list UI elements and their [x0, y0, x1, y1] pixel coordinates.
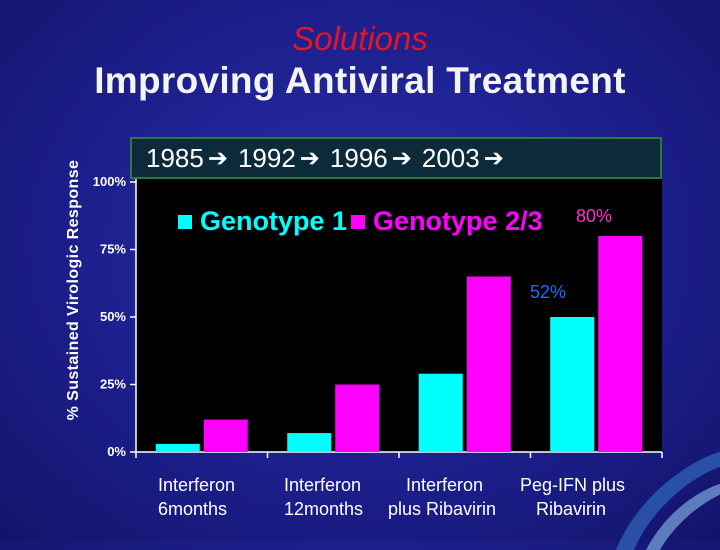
- y-tick-label: 75%: [100, 242, 126, 257]
- x-category-label: Interferon 12months: [284, 475, 364, 519]
- bar: [203, 419, 248, 452]
- bar: [287, 433, 332, 452]
- y-tick-label: 50%: [100, 309, 126, 324]
- x-category-label: Peg-IFN plus Ribavirin: [520, 475, 626, 519]
- right-arrow-icon: ➔: [299, 144, 320, 172]
- right-arrow-icon: ➔: [391, 144, 412, 172]
- bars: [155, 236, 643, 452]
- legend-item-genotype-1: Genotype 1: [178, 206, 347, 237]
- timeline-year: 2003: [421, 142, 480, 173]
- swoosh-logo-icon: [616, 451, 720, 550]
- x-category-label: Interferon plus Ribavirin: [388, 475, 497, 519]
- legend-swatch: [178, 214, 192, 229]
- slide-title: Improving Antiviral Treatment: [94, 60, 626, 101]
- right-arrow-icon: ➔: [483, 144, 504, 172]
- bar: [598, 236, 643, 452]
- legend-label: Genotype 2/3: [373, 206, 543, 236]
- bar: [466, 276, 511, 452]
- bar: [418, 373, 463, 452]
- timeline-year: 1985: [146, 142, 204, 173]
- x-category-label: Interferon 6months: [158, 475, 236, 519]
- legend-label: Genotype 1: [200, 206, 348, 236]
- timeline-banner: 1985 ➔ 1992 ➔ 1996 ➔ 2003 ➔: [130, 137, 662, 179]
- y-axis-label: % Sustained Virologic Response: [65, 159, 82, 421]
- bar: [155, 443, 200, 452]
- bar: [335, 384, 380, 452]
- data-annotation: 80%: [576, 206, 612, 226]
- legend-swatch: [351, 214, 366, 229]
- annotations: 52% 80%: [530, 206, 612, 302]
- y-tick-label: 25%: [100, 377, 126, 392]
- y-tick-label: 100%: [93, 174, 127, 189]
- data-annotation: 52%: [530, 282, 566, 302]
- y-tick-label: 0%: [107, 444, 126, 459]
- bar: [550, 317, 595, 452]
- slide-subtitle: Solutions: [292, 20, 428, 57]
- timeline-year: 1996: [329, 142, 388, 173]
- right-arrow-icon: ➔: [207, 144, 228, 172]
- chart-legend: Genotype 1 Genotype 2/3: [178, 206, 543, 237]
- legend-item-genotype-2-3: Genotype 2/3: [351, 206, 543, 237]
- timeline-year: 1992: [237, 142, 296, 173]
